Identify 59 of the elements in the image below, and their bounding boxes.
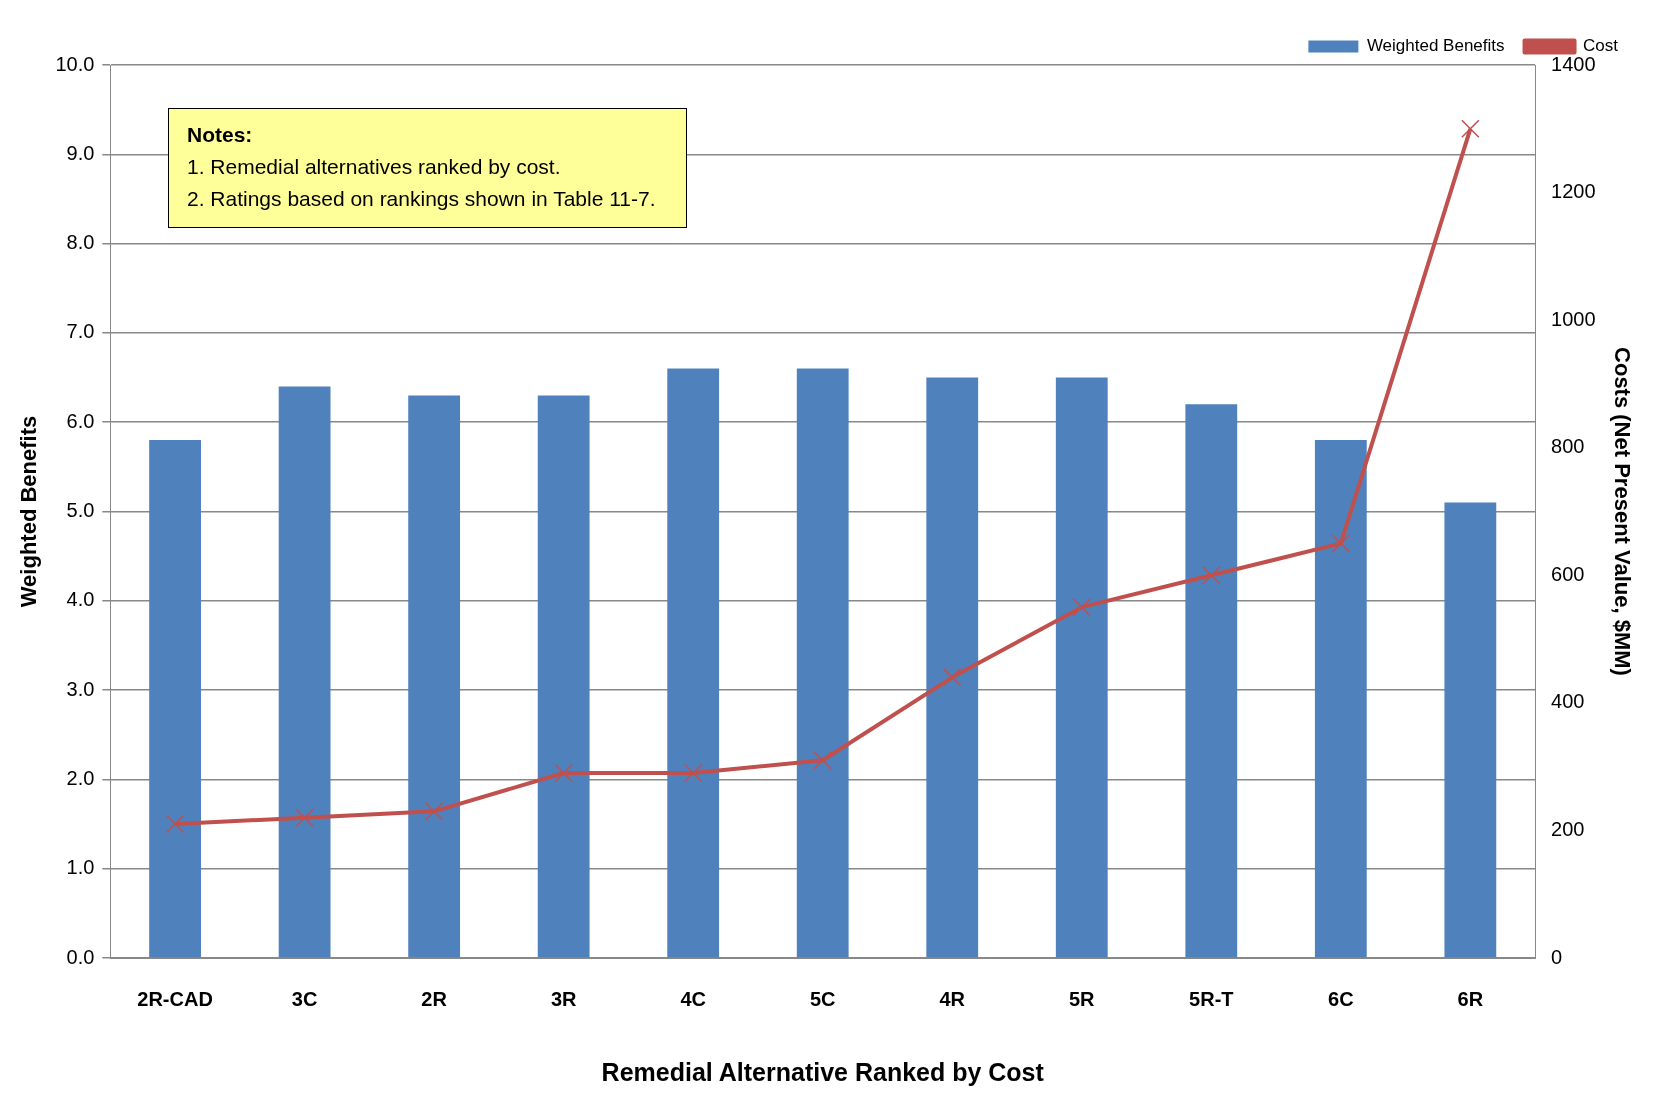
y2-tick-label: 1200 — [1551, 180, 1596, 203]
bar — [1055, 377, 1108, 958]
bar — [1185, 404, 1238, 958]
bar — [667, 368, 720, 958]
bar — [149, 440, 201, 958]
y-tick-label: 8.0 — [66, 231, 95, 254]
point — [1331, 534, 1351, 553]
point — [1202, 566, 1221, 585]
x-tick-label: 5C — [809, 987, 836, 1010]
y-tick-label: 5.0 — [66, 499, 95, 522]
x-axis-title: Remedial Alternative Ranked by Cost — [601, 1057, 1045, 1086]
y2-tick-label: 0 — [1551, 945, 1563, 968]
y2-tick-label: 200 — [1551, 817, 1585, 840]
y-axis-title: Weighted Benefits — [16, 415, 42, 608]
x-tick-label: 4R — [939, 987, 966, 1010]
x-tick-label: 2R-CAD — [137, 987, 213, 1010]
point — [424, 802, 444, 821]
point — [554, 763, 573, 783]
annotation: 2. Ratings based on rankings shown in Table 11-7. — [187, 186, 656, 212]
bar — [408, 395, 461, 958]
point — [813, 751, 832, 770]
bar — [278, 386, 331, 958]
y-tick-label: 2.0 — [66, 766, 95, 789]
bar — [926, 377, 979, 958]
x-tick-label: 3C — [291, 987, 318, 1010]
y2-axis-title: Costs (Net Present Value, $MM) — [1609, 347, 1635, 676]
bar — [1314, 440, 1367, 958]
y2-tick-label: 1000 — [1551, 307, 1596, 330]
point — [1461, 119, 1480, 139]
point — [943, 668, 962, 687]
y-tick-label: 4.0 — [66, 588, 95, 611]
y-tick-label: 3.0 — [66, 677, 95, 700]
bar — [796, 368, 849, 958]
note-box: Notes: 1. Remedial alternatives ranked by cost. 2. Ratings based on rankings shown in Table 11-7. — [168, 108, 687, 228]
y2-tick-label: 400 — [1551, 690, 1585, 713]
y-tick-label: 1.0 — [66, 856, 95, 879]
x-tick-label: 4C — [680, 987, 706, 1010]
y2-tick-label: 800 — [1551, 435, 1585, 458]
point — [1072, 597, 1091, 617]
point — [295, 808, 314, 827]
x-tick-label: 6C — [1328, 987, 1354, 1010]
x-tick-label: 3R — [550, 987, 577, 1010]
y2-tick-label: 600 — [1551, 562, 1585, 585]
y-tick-label: 7.0 — [66, 320, 95, 343]
x-tick-label: 5R — [1068, 987, 1096, 1010]
y-tick-label: 6.0 — [66, 409, 95, 432]
legend-label: Weighted Benefits — [1366, 36, 1505, 56]
x-tick-label: 2R — [421, 987, 448, 1010]
y-tick-label: 0.0 — [66, 945, 95, 968]
point — [165, 814, 185, 834]
bar — [537, 395, 590, 958]
bar — [1444, 502, 1497, 958]
point — [683, 763, 703, 783]
x-tick-label: 5R-T — [1189, 987, 1234, 1010]
x-tick-label: 6R — [1457, 987, 1484, 1010]
y-tick-label: 9.0 — [66, 141, 95, 164]
annotation: 1. Remedial alternatives ranked by cost. — [187, 154, 562, 180]
annotation: Notes: — [187, 122, 254, 148]
y-tick-label: 10.0 — [55, 52, 95, 75]
